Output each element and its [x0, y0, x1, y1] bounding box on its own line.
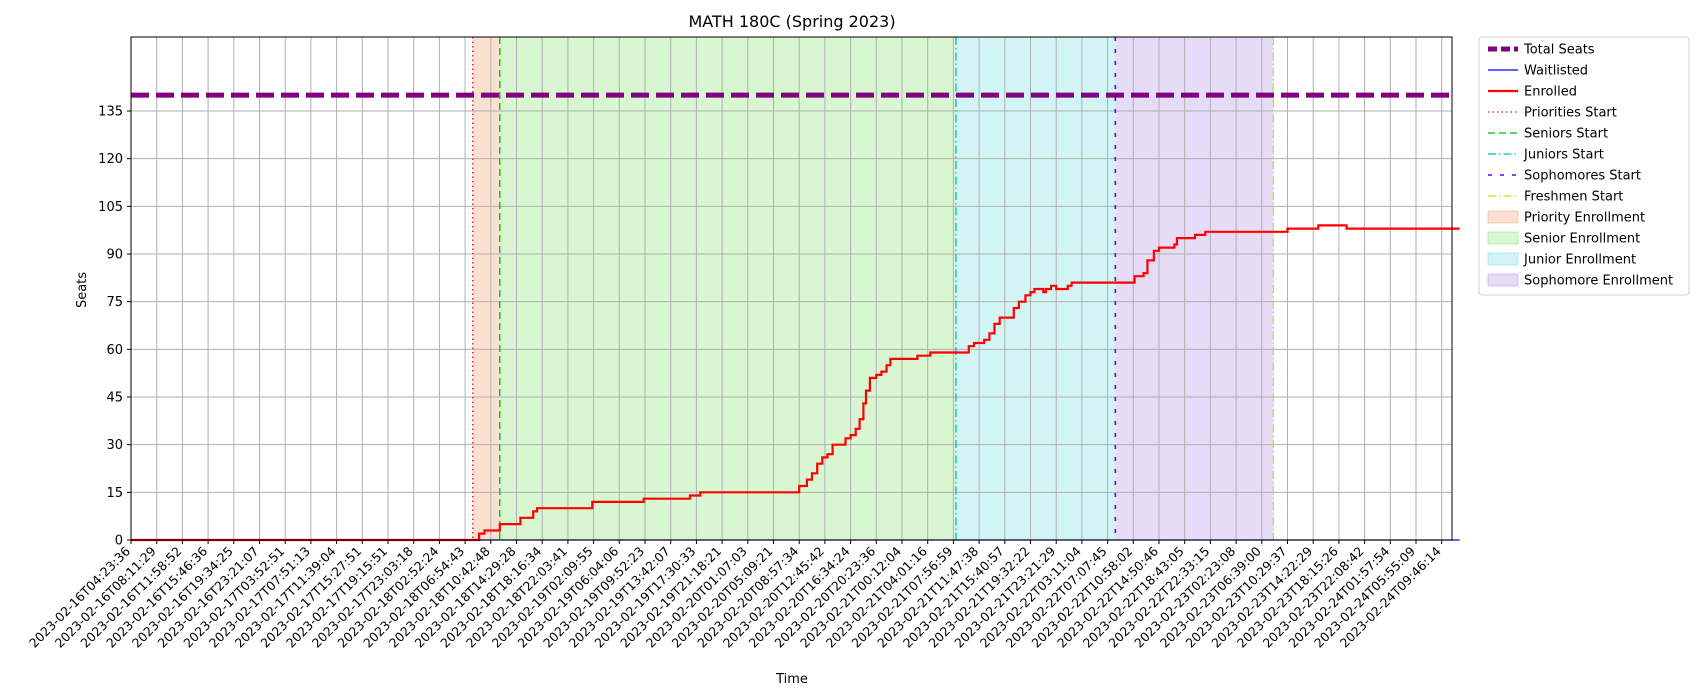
plot-frame — [130, 36, 1453, 541]
span-priority-enrollment — [472, 37, 500, 540]
legend-label: Priorities Start — [1524, 106, 1617, 121]
legend-swatch — [1487, 273, 1519, 287]
x-axis-ticks: 2023-02-16T04:23:362023-02-16T08:11:2920… — [26, 540, 1444, 651]
span-senior-enrollment — [499, 37, 956, 540]
legend-label: Sophomore Enrollment — [1524, 274, 1673, 289]
legend-label: Senior Enrollment — [1524, 232, 1640, 247]
legend: Total Seats Waitlisted Enrolled Priorities … — [1478, 36, 1690, 296]
enrollment-spans — [472, 37, 1274, 540]
y-tick-label: 105 — [98, 200, 123, 215]
y-tick-label: 15 — [106, 486, 123, 501]
legend-label: Juniors Start — [1523, 148, 1604, 163]
legend-label: Total Seats — [1523, 43, 1595, 58]
legend-label: Seniors Start — [1524, 127, 1608, 142]
legend-swatch — [1487, 252, 1519, 266]
legend-label: Freshmen Start — [1524, 190, 1623, 205]
y-tick-label: 30 — [106, 438, 123, 453]
grid-lines — [130, 37, 1452, 541]
legend-label: Enrolled — [1524, 85, 1577, 100]
y-tick-label: 135 — [98, 105, 123, 120]
y-tick-label: 0 — [115, 534, 123, 549]
y-tick-label: 45 — [106, 391, 123, 406]
legend-label: Priority Enrollment — [1524, 211, 1645, 226]
enrolled-line — [131, 224, 1460, 542]
legend-swatch — [1487, 231, 1519, 245]
y-tick-label: 75 — [106, 295, 123, 310]
phase-start-lines — [472, 37, 1275, 540]
x-axis-label: Time — [775, 672, 808, 687]
y-tick-label: 90 — [106, 248, 123, 263]
legend-label: Sophomores Start — [1524, 169, 1641, 184]
y-axis-label: Seats — [75, 272, 90, 308]
y-tick-label: 60 — [106, 343, 123, 358]
legend-label: Junior Enrollment — [1523, 253, 1636, 268]
legend-swatch — [1487, 210, 1519, 224]
y-axis-ticks: 0 15 30 45 60 75 90 105 120 135 — [98, 105, 131, 549]
legend-label: Waitlisted — [1524, 64, 1588, 79]
span-sophomore-enrollment — [1115, 37, 1274, 540]
legend-box — [1478, 36, 1690, 296]
y-tick-label: 120 — [98, 152, 123, 167]
chart-title: MATH 180C (Spring 2023) — [688, 12, 895, 31]
